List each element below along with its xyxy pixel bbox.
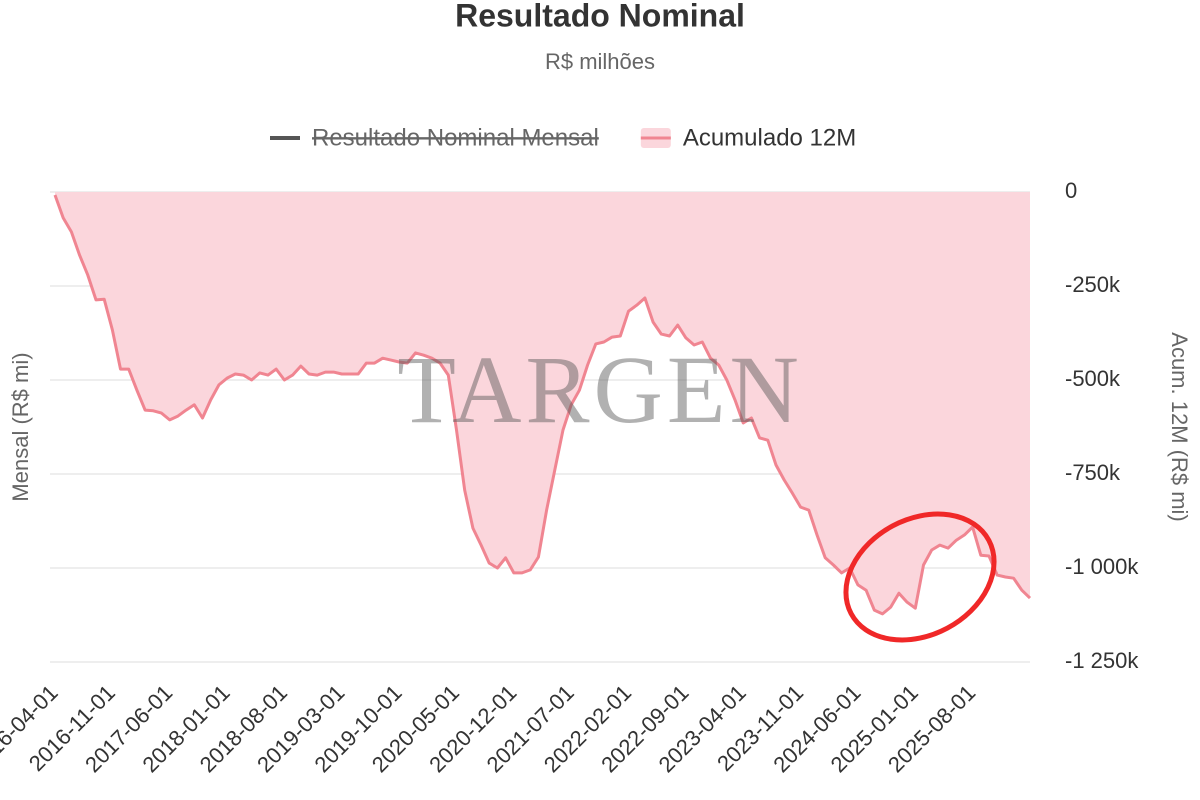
legend-item[interactable]: Resultado Nominal Mensal	[270, 124, 599, 151]
plot-area	[50, 191, 1032, 663]
area-line	[53, 194, 1032, 616]
y2-tick-label: -750k	[1065, 460, 1121, 485]
area-fill	[55, 192, 1030, 614]
legend-label: Acumulado 12M	[683, 124, 856, 151]
y-axis-title: Mensal (R$ mi)	[8, 352, 33, 501]
y2-tick-label: -1 250k	[1065, 648, 1139, 673]
legend: Resultado Nominal Mensal Acumulado 12M	[270, 124, 856, 151]
chart-subtitle: R$ milhões	[545, 49, 655, 74]
y2-axis-title: Acum. 12M (R$ mi)	[1167, 332, 1192, 521]
legend-label: Resultado Nominal Mensal	[312, 124, 599, 151]
legend-item[interactable]: Acumulado 12M	[640, 124, 856, 151]
chart-title: Resultado Nominal	[455, 0, 745, 33]
y2-tick-label: -500k	[1065, 366, 1121, 391]
watermark: TARGEN	[397, 336, 803, 443]
y2-tick-label: -250k	[1065, 272, 1121, 297]
y2-tick-label: -1 000k	[1065, 554, 1139, 579]
highlight-ellipse	[843, 511, 997, 643]
y2-tick-label: 0	[1065, 178, 1077, 203]
